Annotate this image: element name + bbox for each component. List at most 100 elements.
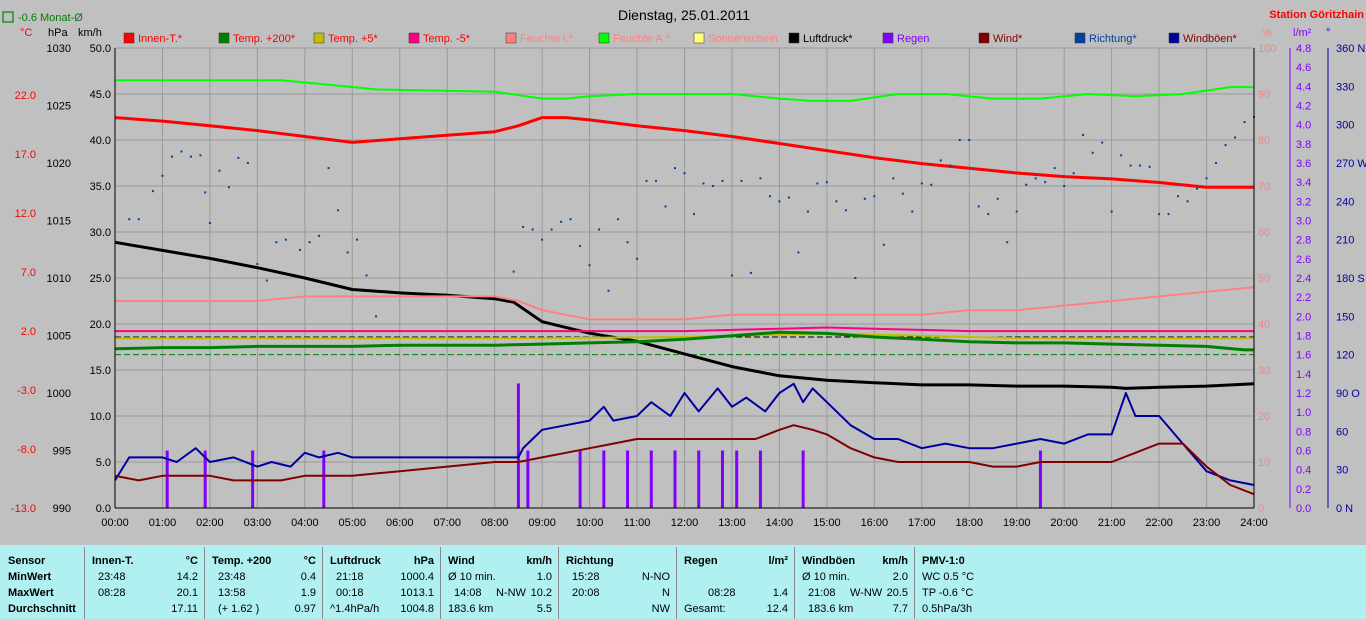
direction-tick-label: 90 O — [1336, 388, 1360, 400]
direction-point — [607, 289, 610, 292]
direction-point — [1044, 181, 1047, 184]
direction-point — [901, 192, 904, 195]
direction-point — [189, 155, 192, 158]
rain-bar — [720, 450, 724, 508]
direction-point — [137, 218, 140, 221]
x-tick-label: 01:00 — [149, 517, 177, 529]
chart-title: Dienstag, 25.01.2011 — [618, 7, 750, 23]
stats-windboeen: Windböen km/h Ø 10 min. 2.0 21:08 W-NW 20.5 … — [796, 547, 915, 619]
stats-luftdruck: Luftdruck hPa 21:18 1000.4 00:18 1013.1 ^1.… — [324, 547, 441, 619]
temp200-unit: °C — [303, 555, 316, 567]
x-tick-label: 10:00 — [576, 517, 604, 529]
series-line-temp-5 — [115, 326, 1254, 333]
innen-header: Innen-T. — [92, 555, 134, 567]
rain-bar — [165, 450, 169, 508]
richtung-min-time: 15:28 — [572, 571, 600, 583]
regen-header: Regen — [684, 555, 718, 567]
x-tick-label: 12:00 — [671, 517, 699, 529]
station-name: Station Göritzhain — [1269, 9, 1364, 21]
x-tick-label: 09:00 — [528, 517, 556, 529]
windboeen-unit: km/h — [882, 555, 908, 567]
direction-point — [759, 177, 762, 180]
direction-point — [550, 228, 553, 231]
direction-point — [1158, 213, 1161, 216]
speed-tick-label: 15.0 — [90, 365, 111, 377]
regen-unit: l/m² — [768, 555, 788, 567]
direction-point — [299, 248, 302, 251]
direction-point — [598, 228, 601, 231]
windboeen-avg10-label: Ø 10 min. — [802, 571, 850, 583]
pmv-header: PMV-1:0 — [922, 555, 965, 567]
direction-point — [170, 155, 173, 158]
direction-point — [740, 179, 743, 182]
direction-point — [797, 251, 800, 254]
direction-point — [128, 218, 131, 221]
row-label-max: MaxWert — [8, 587, 54, 599]
direction-point — [588, 264, 591, 267]
direction-point — [569, 218, 572, 221]
direction-point — [1063, 185, 1066, 187]
temperature-tick-label: 7.0 — [21, 267, 36, 279]
regen-max-time: 08:28 — [708, 587, 736, 599]
direction-point — [308, 241, 311, 244]
direction-tick-label: 120 — [1336, 350, 1354, 362]
pmv-pressure-trend: 0.5hPa/3h — [922, 603, 973, 615]
x-tick-label: 08:00 — [481, 517, 509, 529]
wind-distance: 183.6 km — [448, 603, 494, 615]
direction-point — [835, 200, 838, 203]
temp200-avg-note: (+ 1.62 ) — [218, 603, 260, 615]
direction-point — [920, 182, 923, 185]
direction-point — [825, 181, 828, 184]
legend-swatch — [882, 32, 894, 44]
direction-point — [1234, 136, 1237, 139]
rain-tick-label: 2.4 — [1296, 273, 1311, 285]
luftdruck-max-time: 00:18 — [336, 587, 364, 599]
humidity-tick-label: 70 — [1258, 181, 1270, 193]
regen-total-label: Gesamt: — [684, 603, 726, 615]
direction-point — [512, 270, 515, 273]
speed-tick-label: 20.0 — [90, 319, 111, 331]
direction-point — [844, 209, 847, 212]
rain-bar — [673, 450, 677, 508]
direction-point — [873, 195, 876, 198]
direction-point — [180, 150, 183, 153]
innen-max-time: 08:28 — [98, 587, 126, 599]
rain-tick-label: 0.2 — [1296, 484, 1311, 496]
rain-tick-label: 0.4 — [1296, 465, 1311, 477]
direction-point — [968, 139, 971, 141]
direction-point — [939, 159, 942, 162]
legend-label: Regen — [897, 33, 929, 45]
rain-bar — [322, 450, 326, 508]
direction-point — [218, 169, 221, 172]
sensor-header: Sensor — [8, 555, 46, 567]
direction-point — [265, 279, 268, 282]
direction-point — [854, 277, 857, 279]
direction-point — [375, 315, 378, 318]
pressure-tick-label: 990 — [53, 503, 71, 515]
windboeen-avg-value: 7.7 — [892, 603, 908, 615]
rain-bar — [203, 450, 207, 508]
richtung-min-value: N-NO — [641, 571, 670, 583]
rain-tick-label: 3.2 — [1296, 196, 1311, 208]
direction-point — [1196, 187, 1199, 190]
rain-bar — [516, 383, 520, 508]
rain-tick-label: 0.0 — [1296, 503, 1311, 515]
direction-point — [1120, 154, 1123, 157]
regen-total-value: 12.4 — [766, 603, 788, 615]
temperature-tick-label: 2.0 — [21, 326, 36, 338]
x-tick-label: 04:00 — [291, 517, 319, 529]
legend-label: Temp. +5* — [328, 33, 379, 45]
direction-point — [1091, 151, 1094, 154]
direction-point — [806, 210, 809, 213]
direction-point — [1110, 210, 1113, 213]
wind-max-value: 10.2 — [530, 587, 552, 599]
direction-tick-label: 180 S — [1336, 273, 1365, 285]
series-lines — [114, 79, 1255, 496]
x-tick-label: 15:00 — [813, 517, 841, 529]
stats-temp200: Temp. +200 °C 23:48 0.4 13:58 1.9 (+ 1.62 )… — [206, 547, 323, 619]
luftdruck-min-time: 21:18 — [336, 571, 364, 583]
rain-bar — [758, 450, 762, 508]
speed-tick-label: 35.0 — [90, 181, 111, 193]
rain-tick-label: 0.8 — [1296, 426, 1311, 438]
rain-tick-label: 4.4 — [1296, 81, 1311, 93]
